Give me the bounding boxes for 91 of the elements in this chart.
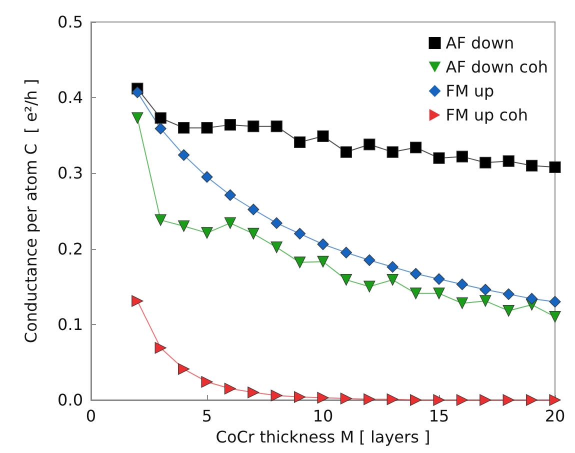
point	[386, 261, 398, 273]
point	[248, 120, 260, 132]
point	[201, 227, 213, 239]
point	[154, 112, 166, 124]
point	[248, 386, 260, 398]
point	[364, 393, 376, 406]
x-tick-label: 15	[428, 406, 450, 426]
point	[480, 284, 492, 296]
point	[456, 278, 468, 290]
point	[317, 238, 329, 250]
point	[224, 217, 236, 229]
point	[270, 120, 282, 132]
legend-label: AF down coh	[446, 58, 548, 76]
y-tick-label: 0.1	[58, 314, 83, 334]
point	[364, 280, 376, 292]
point	[480, 394, 492, 406]
point	[456, 150, 468, 162]
point	[178, 149, 190, 161]
point	[201, 171, 213, 183]
y-axis-title: Conductance per atom C [ e²/h ]	[22, 78, 40, 344]
point	[410, 142, 422, 154]
y-tick-label: 0.0	[58, 390, 83, 410]
point	[526, 292, 538, 304]
point	[178, 220, 190, 232]
point	[480, 156, 492, 168]
point	[340, 274, 352, 286]
point	[549, 394, 561, 406]
point	[502, 155, 514, 167]
point	[270, 217, 282, 229]
point	[364, 138, 376, 150]
point	[386, 393, 398, 406]
legend-label: FM up	[446, 82, 494, 100]
point	[386, 146, 398, 158]
point	[456, 297, 468, 310]
y-tick-label: 0.2	[58, 239, 83, 258]
point	[270, 390, 282, 402]
point	[248, 228, 260, 240]
point	[549, 311, 561, 323]
point	[410, 394, 422, 406]
point	[294, 256, 306, 268]
point	[526, 160, 538, 172]
point	[456, 394, 468, 406]
point	[433, 288, 445, 300]
point	[502, 288, 514, 300]
point	[410, 288, 422, 300]
point	[526, 394, 538, 406]
point	[386, 274, 398, 286]
point	[224, 382, 236, 394]
point	[154, 122, 166, 134]
point	[154, 342, 166, 354]
point	[132, 295, 144, 307]
point	[340, 146, 352, 158]
point	[502, 394, 514, 406]
point	[433, 394, 445, 406]
point	[294, 228, 306, 240]
point	[340, 392, 352, 404]
point	[317, 392, 329, 404]
point	[178, 363, 190, 375]
x-tick-label: 0	[86, 406, 96, 426]
point	[270, 241, 282, 254]
point	[433, 152, 445, 164]
point	[201, 122, 213, 134]
point	[294, 391, 306, 403]
x-tick-label: 5	[202, 406, 212, 426]
point	[317, 256, 329, 268]
point	[224, 189, 236, 201]
legend-label: AF down	[446, 34, 514, 52]
point	[410, 268, 422, 280]
x-tick-label: 10	[312, 406, 334, 426]
point	[317, 130, 329, 142]
legend-label: FM up coh	[446, 106, 528, 124]
point	[132, 86, 144, 98]
point	[340, 246, 352, 258]
x-axis-title: CoCr thickness M [ layers ]	[216, 427, 430, 446]
point	[480, 295, 492, 307]
point	[294, 136, 306, 148]
point	[178, 122, 190, 134]
point	[549, 161, 561, 173]
x-tick-label: 20	[544, 406, 566, 426]
point	[132, 112, 144, 124]
point	[502, 304, 514, 317]
y-tick-label: 0.3	[58, 164, 83, 183]
point	[248, 204, 260, 216]
point	[549, 296, 561, 308]
y-tick-label: 0.4	[58, 88, 83, 108]
point	[201, 376, 213, 388]
y-tick-label: 0.5	[58, 12, 83, 32]
point	[433, 273, 445, 285]
point	[224, 119, 236, 131]
point	[364, 254, 376, 266]
point	[154, 214, 166, 226]
